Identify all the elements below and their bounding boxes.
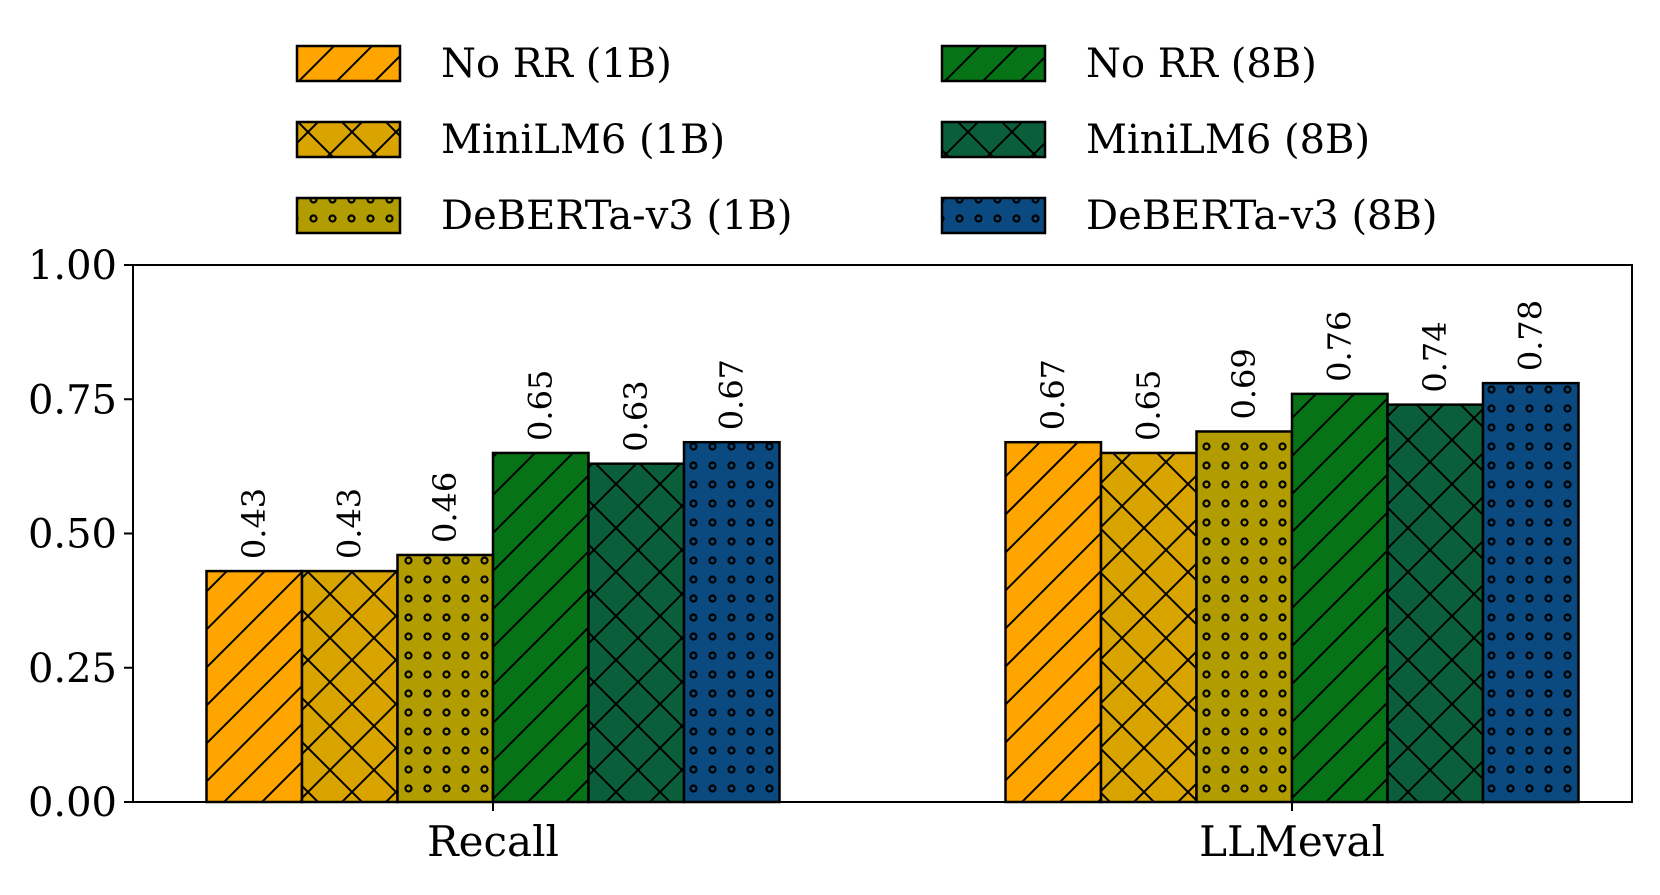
- value-label-llmeval-0: 0.67: [1034, 359, 1072, 430]
- y-tick-label: 0.50: [28, 512, 117, 558]
- value-label-recall-5: 0.67: [713, 359, 751, 430]
- bar-recall-1: [300, 569, 399, 804]
- value-label-llmeval-5: 0.78: [1512, 300, 1550, 371]
- x-category-label-recall: Recall: [427, 817, 559, 866]
- value-label-recall-2: 0.46: [426, 472, 464, 543]
- legend-label-5: DeBERTa-v3 (8B): [1086, 193, 1438, 239]
- value-label-recall-4: 0.63: [617, 380, 655, 451]
- bar-llmeval-3: [1290, 392, 1389, 804]
- legend-swatch-3: [940, 44, 1047, 83]
- legend-label-0: No RR (1B): [441, 41, 672, 87]
- legend-label-1: MiniLM6 (1B): [441, 117, 725, 163]
- bar-recall-5: [682, 440, 781, 804]
- legend: No RR (1B) MiniLM6 (1B) DeBERTa-v3 (1B) No …: [295, 41, 1438, 239]
- legend-label-3: No RR (8B): [1086, 41, 1317, 87]
- value-label-llmeval-4: 0.74: [1416, 321, 1454, 392]
- value-labels-group: 0.43 0.43 0.46 0.65 0.63 0.67 0.67 0.65 0.69 0.76…: [235, 300, 1550, 559]
- y-axis: 0.00 0.25 0.50 0.75 1.00: [28, 243, 133, 826]
- bars-group: [205, 381, 1580, 804]
- bar-llmeval-5: [1481, 381, 1580, 804]
- bar-recall-2: [396, 553, 495, 804]
- bar-recall-0: [205, 569, 304, 804]
- y-tick-label: 0.25: [28, 646, 117, 692]
- value-label-recall-1: 0.43: [331, 488, 369, 559]
- legend-swatch-0: [295, 44, 402, 83]
- y-tick-label: 0.00: [28, 780, 117, 826]
- bar-llmeval-1: [1099, 451, 1198, 804]
- x-axis: Recall LLMeval: [427, 802, 1385, 866]
- value-label-llmeval-2: 0.69: [1225, 348, 1263, 419]
- y-tick-label: 0.75: [28, 377, 117, 423]
- value-label-llmeval-1: 0.65: [1130, 370, 1168, 441]
- bar-llmeval-4: [1386, 403, 1485, 804]
- bar-recall-4: [587, 462, 686, 804]
- legend-label-2: DeBERTa-v3 (1B): [441, 193, 793, 239]
- legend-swatch-4: [940, 120, 1047, 159]
- x-category-label-llmeval: LLMeval: [1199, 817, 1385, 866]
- bar-recall-3: [491, 451, 590, 804]
- legend-swatch-5: [940, 196, 1047, 235]
- bar-llmeval-0: [1004, 440, 1103, 804]
- legend-swatch-2: [295, 196, 402, 235]
- value-label-recall-0: 0.43: [235, 488, 273, 559]
- value-label-llmeval-3: 0.76: [1321, 311, 1359, 382]
- legend-swatch-1: [295, 120, 402, 159]
- value-label-recall-3: 0.65: [522, 370, 560, 441]
- bar-llmeval-2: [1195, 430, 1294, 804]
- y-tick-label: 1.00: [28, 243, 117, 289]
- legend-label-4: MiniLM6 (8B): [1086, 117, 1370, 163]
